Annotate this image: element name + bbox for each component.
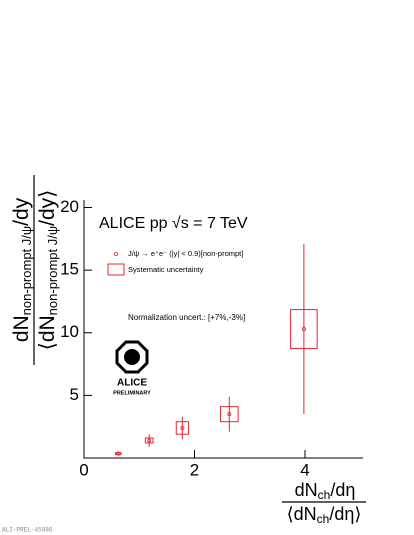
y-label-part: dN	[10, 315, 33, 342]
x-label-part: /dη	[330, 480, 355, 500]
x-label-part: dN	[295, 480, 318, 500]
y-tick-label: 15	[60, 260, 79, 279]
y-label-denominator: ⟨dNnon-prompt J/ψ/dy⟩	[36, 190, 61, 351]
x-label-denominator: ⟨dNch/dη⟩	[287, 504, 362, 526]
y-label-part: /dy⟩	[36, 190, 59, 226]
legend-label: Systematic uncertainty	[128, 265, 204, 274]
data-point	[180, 425, 185, 430]
logo-core	[124, 349, 140, 365]
data-point	[227, 412, 232, 417]
legend-label: J/ψ → e⁺e⁻ (|y| < 0.9)[non-prompt]	[128, 249, 243, 258]
y-label-numerator: dNnon-prompt J/ψ/dy	[10, 197, 35, 342]
data-point	[147, 438, 152, 443]
x-tick-label: 2	[190, 460, 199, 479]
figure-id: ALI-PREL-45886	[2, 527, 53, 534]
x-tick-label: 4	[300, 460, 309, 479]
axis-frame	[83, 200, 363, 459]
y-tick-label: 5	[70, 385, 79, 404]
data-point	[116, 451, 121, 456]
y-label-part: ⟨dN	[36, 315, 59, 350]
y-tick-label: 10	[60, 322, 79, 341]
x-label-part: ⟨dN	[287, 504, 317, 524]
logo-status: PRELIMINARY	[113, 390, 151, 396]
x-label-numerator: dNch/dη	[295, 480, 356, 502]
x-label-part: /dη⟩	[329, 504, 361, 524]
y-axis-label: dNnon-prompt J/ψ/dy ⟨dNnon-prompt J/ψ/dy…	[10, 175, 61, 365]
chart-title: ALICE pp √s = 7 TeV	[99, 215, 248, 232]
legend-box	[107, 263, 125, 276]
y-label-part: non-prompt J/ψ	[19, 226, 34, 315]
annotation: Normalization uncert.: [+7%,-3%]	[128, 313, 245, 322]
data-point	[301, 326, 306, 331]
y-label-part: /dy	[10, 197, 33, 226]
x-label-part: ch	[317, 512, 330, 526]
x-tick-label: 0	[79, 460, 88, 479]
legend-marker	[114, 251, 119, 256]
logo-text: ALICE	[117, 378, 147, 389]
x-axis-label: dNch/dη ⟨dNch/dη⟩	[282, 480, 366, 526]
y-label-part: non-prompt J/ψ	[45, 226, 60, 315]
logo-ring	[115, 340, 149, 374]
x-label-part: ch	[318, 488, 331, 502]
y-tick-label: 20	[60, 197, 79, 216]
logo: ALICE PRELIMINARY	[113, 340, 151, 396]
